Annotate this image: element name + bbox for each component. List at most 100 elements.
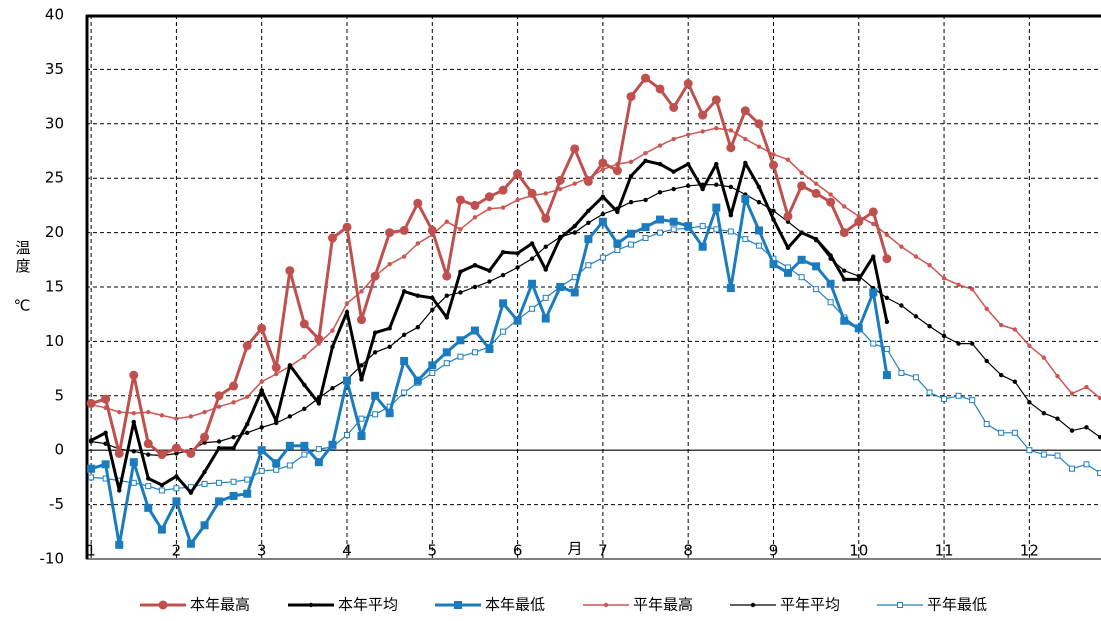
marker <box>1026 447 1033 454</box>
marker <box>430 295 435 301</box>
marker <box>783 268 792 277</box>
marker <box>413 376 422 385</box>
marker <box>500 205 506 210</box>
marker <box>146 452 151 457</box>
marker <box>1012 327 1018 332</box>
marker <box>684 222 693 231</box>
y-tick-label: 0 <box>54 441 64 459</box>
marker <box>969 397 976 404</box>
marker <box>797 255 806 264</box>
marker <box>899 303 904 308</box>
marker <box>444 219 449 224</box>
marker <box>287 363 293 368</box>
marker <box>685 161 691 167</box>
x-tick-label: 9 <box>769 542 779 560</box>
series <box>88 125 1101 421</box>
marker <box>443 360 450 367</box>
marker <box>359 377 364 382</box>
marker <box>740 106 750 116</box>
marker <box>941 333 947 339</box>
marker <box>472 263 478 268</box>
marker <box>927 263 932 268</box>
marker <box>186 448 196 458</box>
marker <box>328 233 337 243</box>
marker <box>711 95 721 105</box>
marker <box>670 226 677 233</box>
marker <box>470 326 479 335</box>
marker <box>214 391 224 401</box>
marker <box>131 411 136 416</box>
marker <box>743 160 748 166</box>
marker <box>600 167 606 172</box>
marker <box>1027 400 1032 405</box>
marker <box>728 128 734 133</box>
marker <box>515 197 520 203</box>
marker <box>598 158 608 168</box>
marker <box>984 306 989 311</box>
marker <box>671 136 676 142</box>
marker <box>1041 411 1047 416</box>
y-tick-label: -10 <box>40 550 65 568</box>
marker <box>485 345 494 354</box>
marker <box>470 200 480 210</box>
marker <box>826 279 835 288</box>
marker <box>202 409 207 415</box>
marker <box>884 319 890 325</box>
marker <box>657 190 663 195</box>
marker <box>1040 451 1047 458</box>
series <box>88 158 890 495</box>
marker <box>330 385 335 391</box>
marker <box>316 401 322 406</box>
marker <box>614 247 621 254</box>
marker <box>117 409 122 415</box>
marker <box>671 186 676 192</box>
marker <box>785 157 791 162</box>
marker <box>258 467 265 474</box>
marker <box>984 358 989 364</box>
marker <box>771 217 776 222</box>
marker <box>200 521 209 530</box>
marker <box>484 192 494 202</box>
marker <box>442 348 451 357</box>
marker <box>926 389 933 396</box>
x-tick-label: 3 <box>257 542 267 560</box>
marker <box>401 389 408 396</box>
marker <box>385 228 395 238</box>
series-line <box>90 197 889 547</box>
marker <box>174 474 179 479</box>
marker <box>783 211 793 221</box>
marker <box>301 451 308 458</box>
marker <box>1097 434 1101 440</box>
legend-label: 本年平均 <box>338 596 398 614</box>
marker <box>158 487 165 494</box>
marker <box>842 277 847 282</box>
marker <box>698 242 707 251</box>
marker <box>543 191 548 196</box>
marker <box>257 323 267 333</box>
marker <box>200 432 210 442</box>
marker <box>427 225 437 235</box>
y-tick-label: 35 <box>45 60 64 78</box>
marker <box>415 293 420 298</box>
marker <box>628 199 634 205</box>
y-tick-label: 20 <box>45 223 64 241</box>
marker <box>308 602 314 608</box>
marker <box>854 217 864 227</box>
marker <box>444 315 449 320</box>
marker <box>330 344 335 350</box>
x-tick-label: 1 <box>86 542 96 560</box>
marker <box>372 350 378 355</box>
marker <box>130 479 137 486</box>
marker <box>129 370 139 380</box>
marker <box>983 421 990 428</box>
marker <box>543 244 548 249</box>
marker <box>856 277 861 282</box>
marker <box>842 268 847 273</box>
marker <box>245 430 250 435</box>
marker <box>415 325 420 330</box>
marker <box>655 84 665 94</box>
marker <box>487 268 492 273</box>
marker <box>998 429 1005 436</box>
marker <box>131 449 136 454</box>
marker <box>515 265 520 270</box>
